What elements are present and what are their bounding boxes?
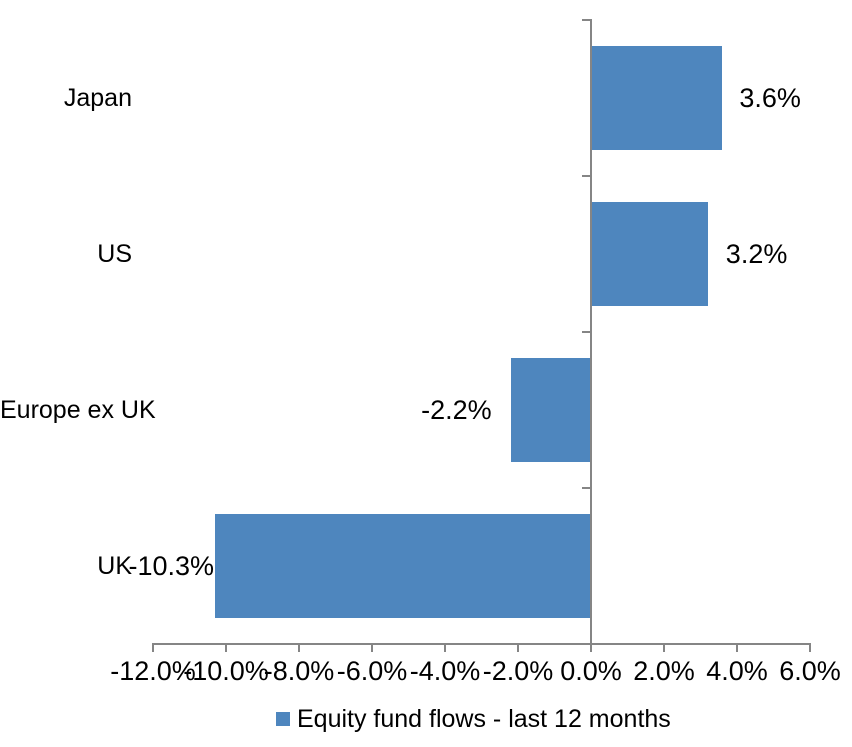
bar-us — [591, 202, 708, 306]
bar-europe-ex-uk — [510, 358, 591, 462]
x-axis-tick-label: 0.0% — [560, 656, 622, 686]
category-label: Japan — [63, 84, 132, 112]
x-axis-line — [152, 643, 811, 645]
category-label: Europe ex UK — [0, 396, 156, 424]
x-axis-tick — [736, 645, 738, 652]
y-axis-tick — [582, 331, 590, 333]
x-axis-tick-label: -4.0% — [409, 656, 481, 686]
value-label: 3.2% — [725, 239, 788, 269]
y-axis-tick — [582, 175, 590, 177]
y-axis-tick — [582, 19, 590, 21]
legend-label: Equity fund flows - last 12 months — [297, 705, 671, 733]
x-axis-tick — [225, 645, 227, 652]
x-axis-tick — [371, 645, 373, 652]
y-axis-tick — [582, 487, 590, 489]
value-label: 3.6% — [739, 83, 801, 113]
x-axis-tick — [444, 645, 446, 652]
x-axis-tick — [517, 645, 519, 652]
value-label: -10.3% — [128, 551, 215, 581]
bar-japan — [591, 46, 723, 150]
x-axis-tick-label: 4.0% — [706, 656, 768, 686]
y-axis-tick — [582, 643, 590, 645]
x-axis-tick-label: -8.0% — [263, 656, 335, 686]
y-axis-line — [590, 19, 592, 645]
x-axis-tick-label: 6.0% — [779, 656, 841, 686]
x-axis-tick-label: -6.0% — [336, 656, 408, 686]
x-axis-tick — [590, 645, 592, 652]
legend: Equity fund flows - last 12 months — [0, 702, 852, 736]
x-axis-tick-label: -10.0% — [183, 656, 269, 686]
x-axis-tick-label: 2.0% — [633, 656, 695, 686]
x-axis-tick — [298, 645, 300, 652]
x-axis-tick — [809, 645, 811, 652]
category-label: US — [97, 240, 132, 268]
legend-swatch — [276, 712, 290, 726]
x-axis-tick — [663, 645, 665, 652]
category-label: UK — [97, 552, 132, 580]
bar-uk — [215, 514, 591, 618]
x-axis-tick-label: -12.0% — [110, 656, 196, 686]
value-label: -2.2% — [421, 395, 492, 425]
x-axis-tick — [152, 645, 154, 652]
x-axis-tick-label: -2.0% — [482, 656, 554, 686]
